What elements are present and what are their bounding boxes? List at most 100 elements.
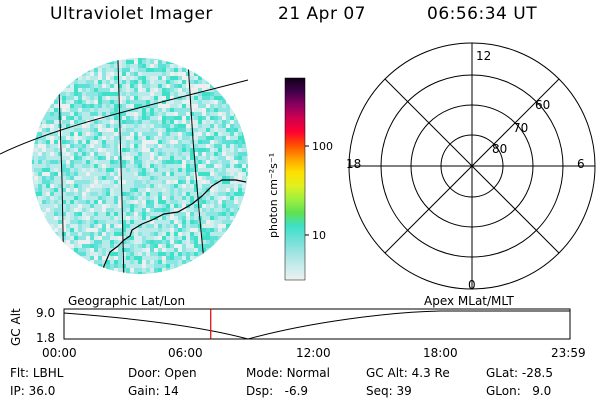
emission-pixel (150, 220, 154, 224)
emission-pixel (54, 224, 58, 228)
emission-pixel (34, 192, 38, 196)
emission-pixel (134, 232, 138, 236)
emission-pixel (190, 176, 194, 180)
emission-pixel (46, 128, 50, 132)
emission-pixel (134, 212, 138, 216)
emission-pixel (150, 204, 154, 208)
emission-pixel (186, 220, 190, 224)
emission-pixel (82, 112, 86, 116)
emission-pixel (170, 128, 174, 132)
emission-pixel (174, 100, 178, 104)
emission-pixel (174, 204, 178, 208)
emission-pixel (66, 96, 70, 100)
emission-pixel (174, 264, 178, 268)
emission-pixel (70, 80, 74, 84)
emission-pixel (90, 72, 94, 76)
emission-pixel (114, 88, 118, 92)
emission-pixel (214, 208, 218, 212)
emission-pixel (150, 92, 154, 96)
emission-pixel (154, 168, 158, 172)
emission-pixel (94, 88, 98, 92)
emission-pixel (54, 156, 58, 160)
emission-pixel (186, 232, 190, 236)
emission-pixel (206, 168, 210, 172)
emission-pixel (226, 196, 230, 200)
emission-pixel (74, 76, 78, 80)
emission-pixel (190, 148, 194, 152)
emission-pixel (182, 164, 186, 168)
emission-pixel (106, 68, 110, 72)
emission-pixel (54, 124, 58, 128)
emission-pixel (206, 128, 210, 132)
emission-pixel (230, 200, 234, 204)
emission-pixel (126, 60, 130, 64)
emission-pixel (226, 236, 230, 240)
emission-pixel (202, 240, 206, 244)
emission-pixel (82, 172, 86, 176)
emission-pixel (50, 208, 54, 212)
emission-pixel (230, 196, 234, 200)
emission-pixel (114, 196, 118, 200)
emission-pixel (194, 152, 198, 156)
emission-pixel (182, 140, 186, 144)
colorbar: 100 10 photon cm⁻²s⁻¹ (267, 77, 333, 281)
emission-pixel (186, 180, 190, 184)
emission-pixel (154, 248, 158, 252)
emission-pixel (74, 100, 78, 104)
emission-pixel (106, 160, 110, 164)
emission-pixel (138, 188, 142, 192)
emission-pixel (134, 100, 138, 104)
emission-pixel (190, 140, 194, 144)
emission-pixel (54, 136, 58, 140)
emission-pixel (130, 168, 134, 172)
emission-pixel (202, 220, 206, 224)
emission-pixel (78, 172, 82, 176)
emission-pixel (74, 184, 78, 188)
emission-pixel (170, 72, 174, 76)
emission-pixel (54, 96, 58, 100)
emission-pixel (150, 200, 154, 204)
emission-pixel (130, 140, 134, 144)
emission-pixel (118, 108, 122, 112)
emission-pixel (178, 168, 182, 172)
emission-pixel (178, 112, 182, 116)
emission-pixel (182, 220, 186, 224)
emission-pixel (214, 148, 218, 152)
mlat-label-60: 60 (535, 98, 550, 112)
emission-pixel (214, 160, 218, 164)
emission-pixel (146, 58, 150, 60)
emission-pixel (74, 188, 78, 192)
emission-pixel (106, 260, 110, 264)
emission-pixel (182, 224, 186, 228)
emission-pixel (242, 152, 246, 156)
emission-pixel (114, 208, 118, 212)
emission-pixel (142, 76, 146, 80)
emission-pixel (102, 228, 106, 232)
emission-pixel (174, 148, 178, 152)
emission-pixel (138, 244, 142, 248)
emission-pixel (126, 148, 130, 152)
emission-pixel (126, 168, 130, 172)
emission-pixel (70, 164, 74, 168)
emission-pixel (162, 184, 166, 188)
emission-pixel (222, 92, 226, 96)
emission-pixel (166, 92, 170, 96)
emission-pixel (102, 148, 106, 152)
emission-pixel (242, 192, 246, 196)
emission-pixel (234, 132, 238, 136)
emission-pixel (206, 140, 210, 144)
emission-pixel (154, 116, 158, 120)
emission-pixel (186, 264, 190, 268)
emission-pixel (150, 128, 154, 132)
emission-pixel (202, 148, 206, 152)
emission-pixel (98, 104, 102, 108)
emission-pixel (214, 220, 218, 224)
emission-pixel (86, 124, 90, 128)
emission-pixel (202, 184, 206, 188)
emission-pixel (174, 108, 178, 112)
emission-pixel (210, 192, 214, 196)
emission-pixel (118, 60, 122, 64)
emission-pixel (78, 240, 82, 244)
emission-pixel (114, 144, 118, 148)
emission-pixel (170, 168, 174, 172)
